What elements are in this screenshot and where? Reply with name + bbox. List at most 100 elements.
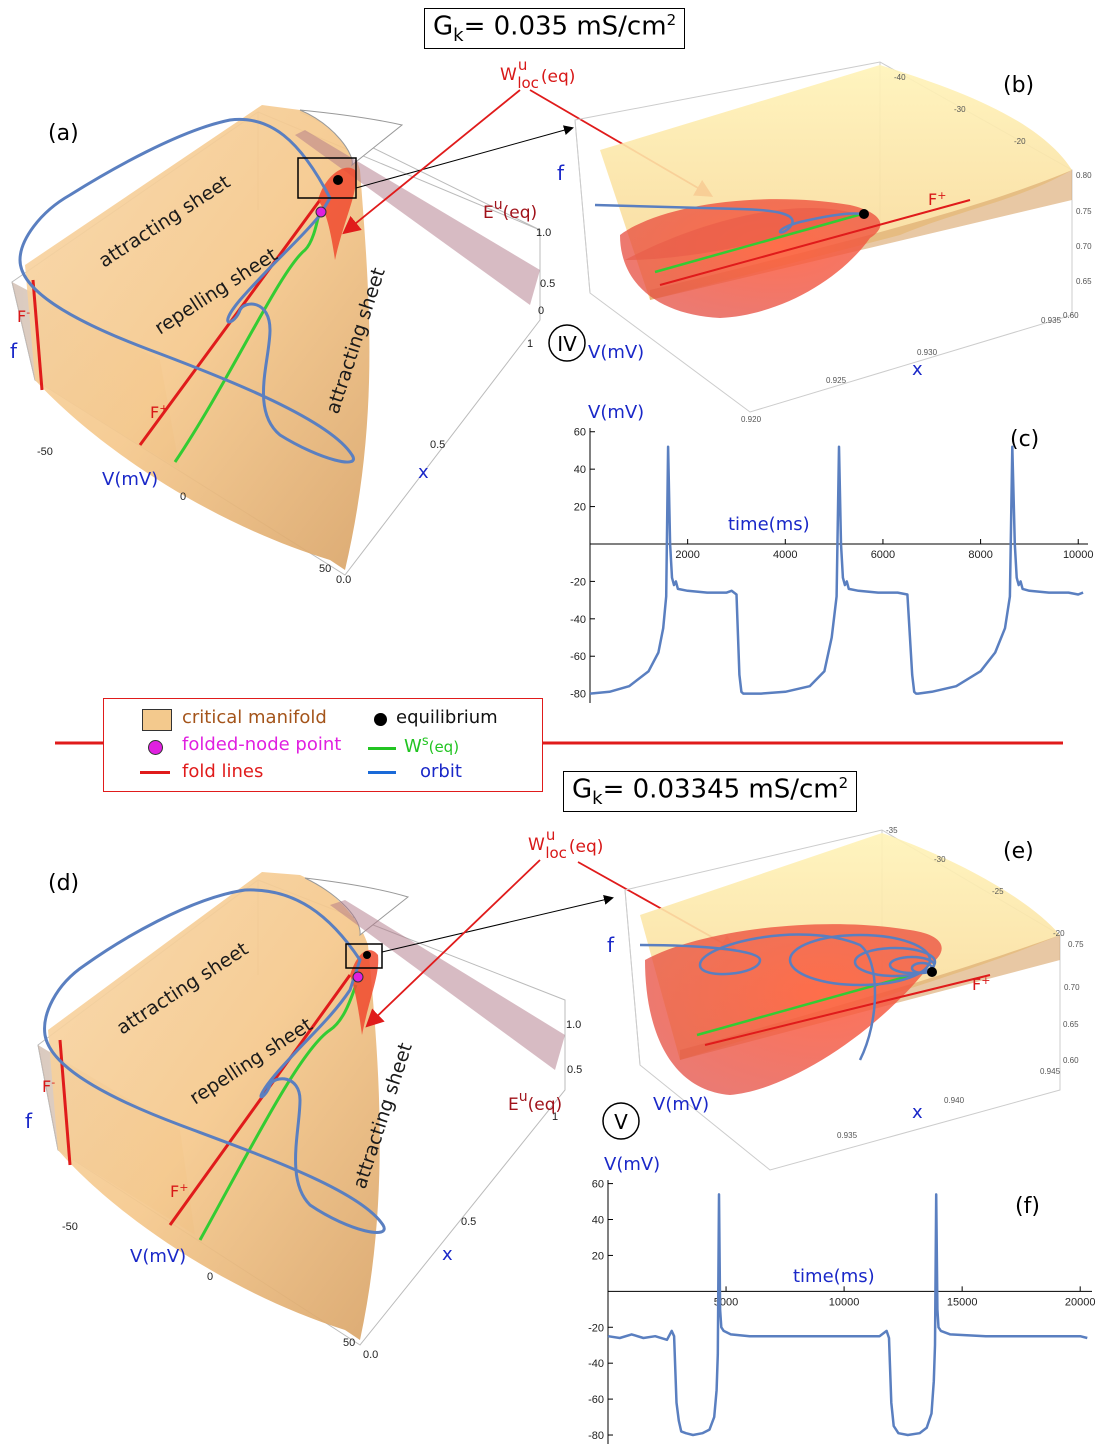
panel-b-rtick-0: 0.80 [1076,171,1092,180]
panel-e-toptick-3: -20 [1053,929,1065,938]
panel-d-x-axis: x [442,1244,453,1265]
panel-e-f-axis: f [607,933,615,957]
panel-b-toptick-1: -30 [954,105,966,114]
panel-a-ftick-2: 1.0 [536,227,551,239]
panel-f-ytick-label-3: -20 [588,1322,604,1334]
panel-a-xtick-1: 0.5 [430,439,445,451]
panel-b-toptick-2: -20 [1014,137,1026,146]
panel-c-ytick-label-3: -20 [570,576,586,588]
panel-d-vtick-0: -50 [62,1221,78,1233]
panel-c-series-line-0 [589,445,1084,695]
panel-f-ytick-label-1: -60 [588,1394,604,1406]
panel-e-rtick-3: 0.60 [1063,1056,1079,1065]
panel-d-label: (d) [48,871,79,896]
panel-d-orbit [43,888,386,1234]
panel-c-xtick-label-2: 6000 [871,549,895,561]
panel-f-ytick-label-6: 60 [592,1179,604,1191]
panel-e-toptick-1: -30 [934,855,946,864]
panel-b-f-axis: f [557,161,565,185]
panel-b-fplus-label: F+ [928,189,946,209]
panel-a-3d: attracting sheet repelling sheet attract… [10,56,714,586]
legend-fold-lines: fold lines [182,761,264,782]
panel-a-zoom-box [297,157,357,199]
panel-e-xtick-2: 0.935 [837,1131,858,1140]
legend-ws: Ws(eq) [404,734,460,757]
legend-folded-node: folded-node point [182,734,342,755]
panel-d-3d: attracting sheet repelling sheet attract… [25,826,739,1361]
panel-a-label: (a) [48,121,79,146]
panel-c-ytick-label-5: 40 [574,464,586,476]
panel-b-rtick-4: 0.60 [1063,311,1079,320]
panel-e-rtick-1: 0.70 [1064,983,1080,992]
panel-e-rtick-0: 0.75 [1068,940,1084,949]
legend-fold-lines-swatch [140,771,170,774]
panel-a-fold-fminus [31,279,44,391]
panel-b-xtick-1: 0.930 [917,348,938,357]
panel-d-wuloc-arrow [365,859,541,1028]
panel-e-wuloc-surface [645,924,942,1095]
panel-b-wuloc-surface [620,199,881,318]
panel-d-xtick-2: 1 [552,1111,558,1123]
panel-d-v-axis: V(mV) [130,1246,186,1267]
regime-v-label: V [614,1110,628,1134]
panel-a-fminus-label: F- [17,306,30,326]
panel-b-ws-curve [654,212,863,274]
panel-c-xlabel: time(ms) [728,514,810,535]
legend-orbit-swatch [368,771,396,774]
panel-a-xtick-0: 0.0 [336,574,351,586]
panel-a-ftick-1: 0.5 [540,278,555,290]
panel-e-fold-fplus [704,974,991,1046]
panel-a-manifold-top-curve [299,109,404,167]
panel-c-chart: (c) V(mV) time(ms) -80 -60 -40 -20 20 40 60 200… [570,402,1094,703]
legend-equilibrium: equilibrium [396,707,498,728]
panel-e-x-axis: x [912,1102,923,1123]
panel-a-wuloc-label: Wu loc (eq) [500,56,575,92]
panel-d-fminus-label: F- [42,1076,55,1096]
legend-ws-swatch [368,747,396,750]
panel-e-ws-curve [696,968,931,1037]
panel-f-xtick-label-3: 20000 [1065,1296,1096,1308]
panel-e-3d: (e) f V(mV) x F+ -35 -30 -25 -20 0.75 0.… [607,826,1084,1171]
panel-b-xtick-2: 0.925 [826,376,847,385]
panel-b-rtick-1: 0.75 [1076,207,1092,216]
panel-b-v-axis: V(mV) [588,342,644,363]
panel-c-xtick-label-1: 4000 [773,549,797,561]
panel-a-orbit [18,117,355,464]
panel-d-folded-node-point [352,971,364,983]
panel-d-f-axis: f [25,1109,33,1133]
legend-orbit: orbit [420,761,462,782]
panel-c-label: (c) [1010,427,1039,452]
panel-b-x-axis: x [912,359,923,380]
panel-c-ylabel: V(mV) [588,402,644,423]
panel-f-ytick-label-4: 20 [592,1250,604,1262]
panel-d-zoom-box [345,943,383,969]
regime-iv-label: IV [557,332,577,356]
legend-folded-node-swatch [148,740,163,755]
panel-a-fplus-label: F+ [150,402,168,422]
panel-a-x-axis: x [418,462,429,483]
panel-b-xtick-3: 0.920 [741,415,762,424]
panel-e-orbit [639,933,937,1061]
panel-a-ftick-0: 0 [538,305,544,317]
panel-b-orbit [594,203,863,234]
panel-d-ws-curve [198,984,358,1241]
panel-b-equilibrium-point [859,209,869,219]
panel-e-rtick-2: 0.65 [1063,1020,1079,1029]
panel-f-ylabel: V(mV) [604,1154,660,1175]
panel-a-vtick-2: 50 [319,563,331,575]
panel-b-toptick-0: -40 [894,73,906,82]
panel-d-manifold-top-curve [304,877,410,937]
panel-a-critical-manifold [25,105,370,570]
panel-e-v-axis: V(mV) [653,1094,709,1115]
panel-c-ytick-label-4: 20 [574,502,586,514]
panel-a-ws-curve [173,209,322,463]
panel-c-xtick-label-3: 8000 [968,549,992,561]
panel-d-critical-manifold [48,872,380,1340]
panel-a-zoom-arrow [355,125,574,189]
legend: critical manifold folded-node point fold… [103,698,543,792]
panel-f-xtick-label-1: 10000 [829,1296,860,1308]
title-gk-top: Gk= 0.035 mS/cm2 [424,8,686,49]
panel-d-eu-plane [330,900,565,1070]
panel-f-label: (f) [1015,1194,1040,1219]
